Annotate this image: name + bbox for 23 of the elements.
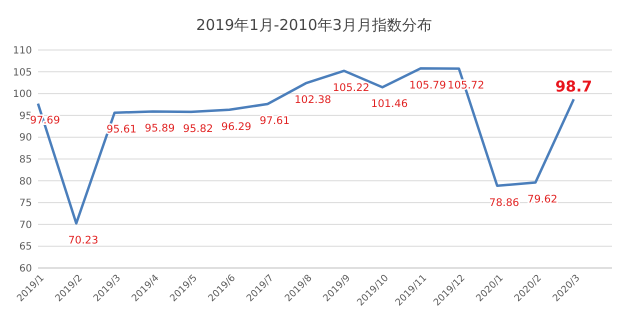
y-tick-label: 110 (12, 46, 32, 56)
y-tick-label: 105 (12, 67, 32, 78)
data-label: 98.7 (555, 77, 592, 96)
data-label: 70.23 (68, 234, 98, 246)
data-label: 96.29 (221, 120, 252, 133)
data-label: 78.86 (489, 196, 520, 209)
data-label: 95.89 (144, 122, 175, 135)
data-label: 79.62 (527, 193, 558, 206)
y-tick-label: 60 (19, 264, 32, 274)
y-tick-label: 90 (19, 132, 32, 144)
y-tick-label: 80 (19, 176, 32, 188)
data-label: 105.22 (332, 82, 370, 94)
data-label: 102.38 (294, 94, 332, 106)
data-label: 105.79 (409, 79, 446, 92)
chart-title: 2019年1月-2010年3月月指数分布 (196, 16, 432, 34)
y-tick-label: 85 (19, 154, 32, 166)
y-tick-label: 75 (19, 198, 32, 210)
data-label: 101.46 (371, 98, 408, 110)
y-tick-label: 100 (12, 89, 32, 100)
data-label: 95.82 (183, 122, 214, 135)
y-tick-label: 70 (19, 220, 32, 231)
y-tick-label: 65 (19, 242, 32, 253)
data-label: 97.61 (260, 115, 290, 128)
